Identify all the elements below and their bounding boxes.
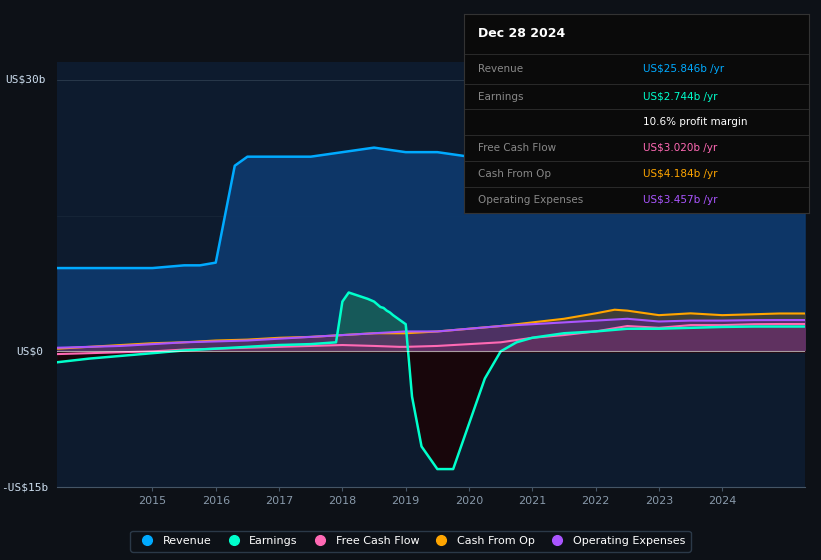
Text: Dec 28 2024: Dec 28 2024 [478, 27, 565, 40]
Text: Operating Expenses: Operating Expenses [478, 195, 583, 205]
Text: Cash From Op: Cash From Op [478, 169, 551, 179]
Text: US$3.457b /yr: US$3.457b /yr [643, 195, 718, 205]
Text: Revenue: Revenue [478, 64, 523, 74]
Text: Earnings: Earnings [478, 91, 523, 101]
Legend: Revenue, Earnings, Free Cash Flow, Cash From Op, Operating Expenses: Revenue, Earnings, Free Cash Flow, Cash … [131, 530, 690, 552]
Text: Free Cash Flow: Free Cash Flow [478, 143, 556, 153]
Text: US$25.846b /yr: US$25.846b /yr [643, 64, 724, 74]
Text: US$0: US$0 [16, 347, 44, 356]
Text: US$30b: US$30b [5, 74, 46, 85]
Text: US$4.184b /yr: US$4.184b /yr [643, 169, 718, 179]
Text: US$2.744b /yr: US$2.744b /yr [643, 91, 718, 101]
Text: 10.6% profit margin: 10.6% profit margin [643, 118, 748, 127]
Text: -US$15b: -US$15b [2, 482, 48, 492]
Text: US$3.020b /yr: US$3.020b /yr [643, 143, 718, 153]
